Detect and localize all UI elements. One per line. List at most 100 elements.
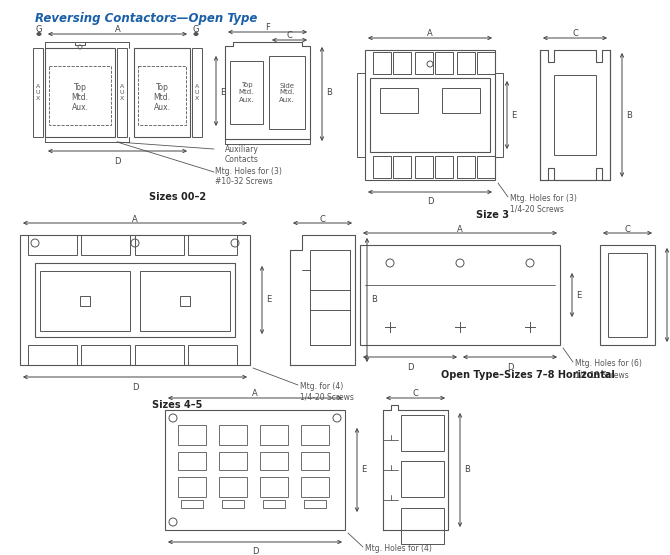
Text: E: E — [576, 290, 582, 300]
Text: E: E — [266, 295, 271, 305]
Text: Sizes 4–5: Sizes 4–5 — [152, 400, 203, 410]
Text: G: G — [36, 26, 42, 34]
Text: E: E — [361, 466, 366, 475]
Bar — [33, 48, 43, 137]
Bar — [219, 425, 247, 445]
Text: A
U
X: A U X — [195, 84, 199, 101]
Bar — [80, 296, 90, 306]
Text: E: E — [511, 110, 517, 119]
Text: C: C — [413, 390, 419, 398]
Bar — [554, 75, 596, 155]
Bar — [401, 415, 444, 451]
Bar — [28, 345, 77, 365]
Bar — [373, 52, 391, 74]
Bar — [81, 235, 130, 255]
Text: C: C — [287, 32, 292, 41]
Bar — [260, 477, 288, 497]
Text: Mtg. Holes for (3): Mtg. Holes for (3) — [510, 194, 577, 203]
Text: B: B — [464, 466, 470, 475]
Text: F: F — [265, 23, 270, 33]
Text: Size 3: Size 3 — [476, 210, 509, 220]
Text: D: D — [407, 362, 413, 371]
Bar — [495, 73, 503, 157]
Text: Mtg. Holes for (3): Mtg. Holes for (3) — [215, 167, 282, 176]
Bar — [134, 48, 190, 137]
Bar — [393, 52, 411, 74]
Bar — [178, 477, 206, 497]
Bar — [415, 52, 433, 74]
Bar — [457, 156, 475, 178]
Bar — [435, 52, 453, 74]
Bar — [370, 78, 490, 152]
Bar — [35, 263, 235, 337]
Bar — [442, 88, 480, 113]
Text: #10-32 Screws: #10-32 Screws — [215, 177, 273, 186]
Bar — [401, 508, 444, 544]
Bar — [301, 477, 329, 497]
Text: D: D — [132, 382, 138, 391]
Bar — [188, 235, 237, 255]
Text: B: B — [626, 110, 632, 119]
Bar — [301, 452, 329, 470]
Bar — [178, 425, 206, 445]
Text: C: C — [320, 214, 326, 224]
Text: 1/4-20 Screws: 1/4-20 Screws — [300, 393, 354, 402]
Text: C: C — [624, 225, 630, 234]
Text: D: D — [427, 198, 433, 206]
Bar — [435, 156, 453, 178]
Bar — [81, 345, 130, 365]
Bar — [380, 88, 418, 113]
Bar — [45, 48, 115, 137]
Text: B: B — [371, 295, 377, 305]
Text: A: A — [457, 225, 463, 234]
Text: G: G — [193, 26, 199, 34]
Bar — [365, 50, 495, 180]
Bar — [393, 156, 411, 178]
Bar — [401, 461, 444, 497]
Text: Open Type–Sizes 7–8 Horizontal: Open Type–Sizes 7–8 Horizontal — [441, 370, 614, 380]
Bar — [219, 477, 247, 497]
Bar — [138, 66, 186, 125]
Bar — [181, 500, 203, 508]
Text: Top
Mtd.
Aux.: Top Mtd. Aux. — [239, 83, 255, 103]
Text: A
U
X: A U X — [120, 84, 124, 101]
Text: A: A — [252, 390, 258, 398]
Text: Top
Mtd.
Aux.: Top Mtd. Aux. — [72, 83, 88, 113]
Bar — [269, 56, 305, 129]
Bar — [178, 452, 206, 470]
Text: A: A — [132, 214, 138, 224]
Bar — [477, 52, 495, 74]
Text: A: A — [115, 26, 121, 34]
Bar — [608, 253, 647, 337]
Bar — [40, 271, 130, 331]
Bar — [357, 73, 365, 157]
Text: B: B — [326, 88, 332, 97]
Text: 1/2-13 Screws: 1/2-13 Screws — [575, 370, 628, 379]
Text: Auxiliary: Auxiliary — [225, 145, 259, 154]
Bar — [260, 452, 288, 470]
Bar — [135, 235, 184, 255]
Bar — [373, 156, 391, 178]
Text: D: D — [507, 362, 513, 371]
Bar — [600, 245, 655, 345]
Bar — [360, 245, 560, 345]
Text: 1/4-20 Screws: 1/4-20 Screws — [510, 205, 564, 214]
Bar — [477, 156, 495, 178]
Text: Reversing Contactors—Open Type: Reversing Contactors—Open Type — [35, 12, 257, 25]
Text: C: C — [572, 29, 578, 38]
Bar — [165, 410, 345, 530]
Bar — [135, 345, 184, 365]
Bar — [20, 235, 250, 365]
Bar — [222, 500, 244, 508]
Bar — [260, 425, 288, 445]
Text: D: D — [115, 157, 121, 165]
Bar — [28, 235, 77, 255]
Bar — [188, 345, 237, 365]
Text: D: D — [252, 547, 258, 555]
Bar — [230, 61, 263, 124]
Bar — [49, 66, 111, 125]
Bar — [192, 48, 202, 137]
Text: Top
Mtd.
Aux.: Top Mtd. Aux. — [153, 83, 170, 113]
Bar — [457, 52, 475, 74]
Text: Mtg. Holes for (4): Mtg. Holes for (4) — [365, 544, 432, 553]
